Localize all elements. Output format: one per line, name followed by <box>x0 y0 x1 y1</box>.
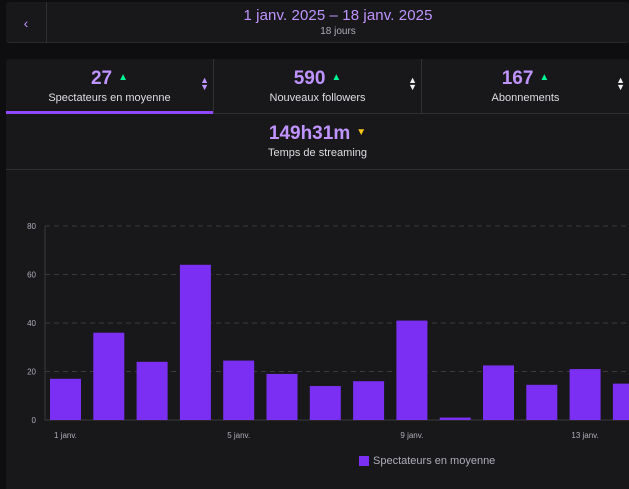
bar[interactable] <box>569 369 601 420</box>
legend-label: Spectateurs en moyenne <box>373 455 496 467</box>
sort-icon[interactable]: ▲ ▼ <box>616 75 625 92</box>
tab-label: Abonnements <box>491 92 560 104</box>
chart-legend[interactable]: Spectateurs en moyenne <box>359 455 495 467</box>
sort-icon[interactable]: ▲ ▼ <box>200 75 209 92</box>
bar[interactable] <box>179 264 211 420</box>
bar[interactable] <box>50 378 81 420</box>
y-tick-label: 0 <box>32 416 37 425</box>
bar[interactable] <box>612 383 629 420</box>
tab-divider <box>213 59 214 114</box>
previous-range-button[interactable]: ‹ <box>6 2 47 43</box>
tab-value: 149h31m <box>268 123 351 144</box>
tab-value: 590 <box>293 68 326 89</box>
x-tick-label: 5 janv. <box>227 431 250 440</box>
x-tick-label: 1 janv. <box>54 431 77 440</box>
date-range[interactable]: 1 janv. 2025 – 18 janv. 2025 18 jours <box>47 2 629 43</box>
y-tick-label: 40 <box>27 319 36 328</box>
trend-up-icon: ▲ <box>331 72 342 83</box>
x-tick-label: 13 janv. <box>571 431 598 440</box>
bar[interactable] <box>483 365 514 420</box>
legend-swatch <box>359 456 369 466</box>
bar[interactable] <box>223 360 255 420</box>
tab-new-followers[interactable]: 590 ▲ Nouveaux followers ▲ ▼ <box>214 59 421 114</box>
tab-value: 167 <box>501 68 534 89</box>
bar[interactable] <box>93 332 125 420</box>
bar[interactable] <box>136 361 168 420</box>
tab-value: 27 <box>90 68 113 89</box>
trend-up-icon: ▲ <box>118 72 129 83</box>
tab-streaming-time[interactable]: 149h31m ▼ Temps de streaming <box>6 114 629 170</box>
y-tick-label: 20 <box>27 368 36 377</box>
x-tick-label: 9 janv. <box>400 431 423 440</box>
date-range-bar: ‹ 1 janv. 2025 – 18 janv. 2025 18 jours <box>6 2 629 43</box>
bar[interactable] <box>353 381 385 420</box>
bar[interactable] <box>266 373 298 420</box>
date-range-days: 18 jours <box>320 26 356 37</box>
metric-tabs: 27 ▲ Spectateurs en moyenne ▲ ▼ 590 ▲ Nouve… <box>6 59 629 114</box>
tab-subscriptions[interactable]: 167 ▲ Abonnements ▲ ▼ <box>422 59 629 114</box>
bar[interactable] <box>439 417 471 420</box>
tab-average-viewers[interactable]: 27 ▲ Spectateurs en moyenne ▲ ▼ <box>6 59 213 114</box>
chevron-left-icon: ‹ <box>23 14 29 31</box>
y-tick-label: 60 <box>27 271 36 280</box>
tab-label: Temps de streaming <box>267 147 368 159</box>
sort-icon[interactable]: ▲ ▼ <box>408 75 417 92</box>
bar[interactable] <box>396 320 428 420</box>
bar[interactable] <box>309 386 341 420</box>
tab-label: Nouveaux followers <box>269 92 366 104</box>
date-range-title: 1 janv. 2025 – 18 janv. 2025 <box>243 7 433 24</box>
trend-up-icon: ▲ <box>539 72 550 83</box>
trend-down-icon: ▼ <box>356 127 367 138</box>
tab-label: Spectateurs en moyenne <box>48 92 171 104</box>
y-tick-label: 80 <box>27 222 36 231</box>
tab-divider <box>421 59 422 114</box>
bar[interactable] <box>526 384 558 420</box>
